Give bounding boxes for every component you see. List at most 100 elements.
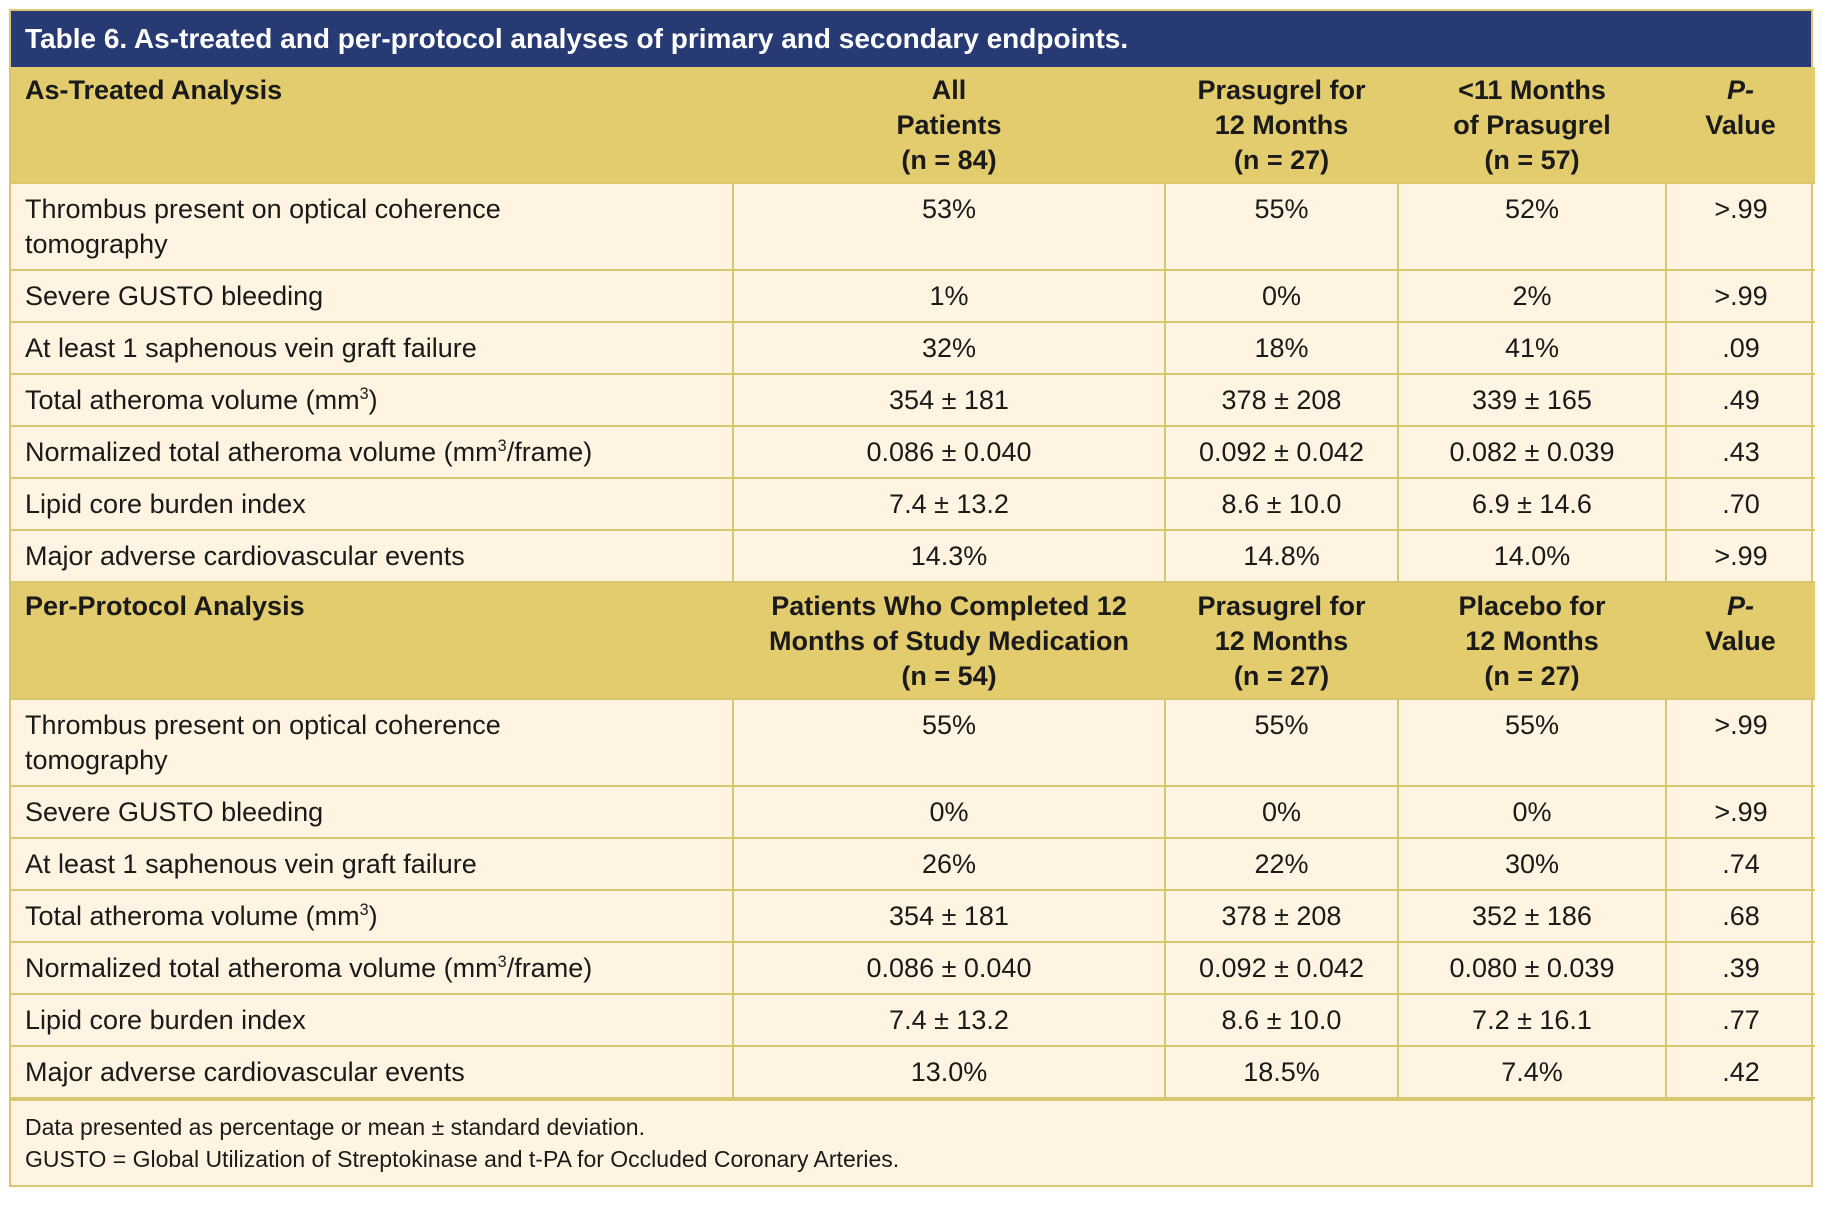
value-cell: 22%	[1164, 837, 1399, 891]
value-cell: 0%	[1164, 785, 1399, 839]
row-label: Normalized total atheroma volume (mm3/fr…	[11, 425, 734, 479]
value-cell: 8.6 ± 10.0	[1164, 993, 1399, 1047]
value-cell: 26%	[732, 837, 1166, 891]
value-cell: 378 ± 208	[1164, 889, 1399, 943]
p-value-header-line: P-	[1727, 591, 1754, 621]
table-row: Total atheroma volume (mm3) 354 ± 181 378 …	[11, 373, 1815, 427]
column-header: Placebo for 12 Months (n = 27)	[1398, 582, 1666, 699]
value-cell: 0.092 ± 0.042	[1164, 425, 1399, 479]
row-label: Normalized total atheroma volume (mm3/fr…	[11, 941, 734, 995]
row-label: Severe GUSTO bleeding	[11, 785, 734, 839]
value-cell: 30%	[1397, 837, 1667, 891]
value-cell: 0.092 ± 0.042	[1164, 941, 1399, 995]
table-row: Major adverse cardiovascular events 13.0%…	[11, 1045, 1815, 1099]
row-label-text: At least 1 saphenous vein graft failure	[25, 333, 477, 363]
row-label-suffix: /frame)	[506, 437, 593, 467]
row-label: Major adverse cardiovascular events	[11, 1045, 734, 1099]
value-cell: 14.8%	[1164, 529, 1399, 583]
row-label-text: Lipid core burden index	[25, 1005, 306, 1035]
column-header-line: (n = 27)	[1233, 145, 1330, 175]
p-value-cell: >.99	[1665, 529, 1815, 583]
row-label: Thrombus present on optical coherence tom…	[11, 182, 734, 271]
column-header-line: Placebo for	[1458, 591, 1606, 621]
table-row: Major adverse cardiovascular events 14.3%…	[11, 529, 1815, 583]
row-label: At least 1 saphenous vein graft failure	[11, 837, 734, 891]
p-value-cell: >.99	[1665, 182, 1815, 271]
row-label-line: tomography	[25, 745, 168, 775]
value-cell: 0%	[1164, 269, 1399, 323]
row-label-text: Major adverse cardiovascular events	[25, 541, 465, 571]
value-cell: 1%	[732, 269, 1166, 323]
superscript: 3	[497, 437, 507, 455]
row-label-suffix: )	[368, 901, 378, 931]
value-cell: 7.4 ± 13.2	[732, 993, 1166, 1047]
column-header-line: of Prasugrel	[1453, 110, 1611, 140]
row-label: Total atheroma volume (mm3)	[11, 889, 734, 943]
row-label-suffix: /frame)	[506, 953, 593, 983]
row-label: Lipid core burden index	[11, 993, 734, 1047]
column-header-line: All	[931, 75, 967, 105]
row-label-text: Thrombus present on optical coherence	[25, 194, 501, 224]
table-row: Severe GUSTO bleeding 1% 0% 2% >.99	[11, 269, 1815, 323]
p-value-header-line: Value	[1705, 110, 1776, 140]
value-cell: 55%	[1397, 698, 1667, 787]
p-value-cell: .43	[1665, 425, 1815, 479]
row-label-text: Severe GUSTO bleeding	[25, 281, 324, 311]
column-header-line: Patients	[896, 110, 1002, 140]
column-header-line: (n = 84)	[901, 145, 997, 175]
value-cell: 52%	[1397, 182, 1667, 271]
column-header: <11 Months of Prasugrel (n = 57)	[1398, 67, 1666, 183]
value-cell: 7.4 ± 13.2	[732, 477, 1166, 531]
value-cell: 352 ± 186	[1397, 889, 1667, 943]
superscript: 3	[359, 901, 369, 919]
table-row: Lipid core burden index 7.4 ± 13.2 8.6 ± 1…	[11, 993, 1815, 1047]
column-header-line: Prasugrel for	[1197, 75, 1366, 105]
row-label-line: tomography	[25, 229, 168, 259]
table-row: At least 1 saphenous vein graft failure 3…	[11, 321, 1815, 375]
column-header-line: 12 Months	[1214, 626, 1349, 656]
value-cell: 339 ± 165	[1397, 373, 1667, 427]
value-cell: 55%	[1164, 698, 1399, 787]
column-header-line: <11 Months	[1458, 75, 1606, 105]
value-cell: 14.0%	[1397, 529, 1667, 583]
column-header-line: (n = 54)	[901, 661, 997, 691]
row-label: Total atheroma volume (mm3)	[11, 373, 734, 427]
table-row: At least 1 saphenous vein graft failure 2…	[11, 837, 1815, 891]
row-label: Severe GUSTO bleeding	[11, 269, 734, 323]
column-header-line: 12 Months	[1214, 110, 1349, 140]
p-value-cell: .70	[1665, 477, 1815, 531]
row-label: Lipid core burden index	[11, 477, 734, 531]
footnote-line: GUSTO = Global Utilization of Streptokin…	[25, 1146, 900, 1172]
p-value-header: P- Value	[1666, 67, 1815, 183]
column-header-line: (n = 57)	[1484, 145, 1580, 175]
column-header-line: (n = 27)	[1233, 661, 1330, 691]
table-row: Normalized total atheroma volume (mm3/fr…	[11, 425, 1815, 479]
p-value-cell: >.99	[1665, 269, 1815, 323]
value-cell: 41%	[1397, 321, 1667, 375]
row-label-text: Lipid core burden index	[25, 489, 306, 519]
row-label-text: Thrombus present on optical coherence	[25, 710, 501, 740]
superscript: 3	[359, 385, 369, 403]
table-title: Table 6. As-treated and per-protocol ana…	[11, 11, 1811, 67]
table-row: Thrombus present on optical coherence tom…	[11, 182, 1815, 271]
section-title: As-Treated Analysis	[11, 67, 733, 183]
value-cell: 354 ± 181	[732, 373, 1166, 427]
p-value-cell: .42	[1665, 1045, 1815, 1099]
p-value-header-line: Value	[1705, 626, 1776, 656]
value-cell: 7.2 ± 16.1	[1397, 993, 1667, 1047]
value-cell: 6.9 ± 14.6	[1397, 477, 1667, 531]
section-header-row: As-Treated Analysis All Patients (n = 84) Pr…	[11, 67, 1815, 183]
value-cell: 2%	[1397, 269, 1667, 323]
value-cell: 0.080 ± 0.039	[1397, 941, 1667, 995]
value-cell: 0%	[1397, 785, 1667, 839]
value-cell: 32%	[732, 321, 1166, 375]
p-value-cell: .49	[1665, 373, 1815, 427]
row-label-text: Normalized total atheroma volume (mm	[25, 437, 498, 467]
value-cell: 0.086 ± 0.040	[732, 941, 1166, 995]
value-cell: 8.6 ± 10.0	[1164, 477, 1399, 531]
row-label: Major adverse cardiovascular events	[11, 529, 734, 583]
value-cell: 18%	[1164, 321, 1399, 375]
column-header-line: Prasugrel for	[1197, 591, 1366, 621]
p-value-cell: >.99	[1665, 785, 1815, 839]
row-label-text: Total atheroma volume (mm	[25, 901, 360, 931]
